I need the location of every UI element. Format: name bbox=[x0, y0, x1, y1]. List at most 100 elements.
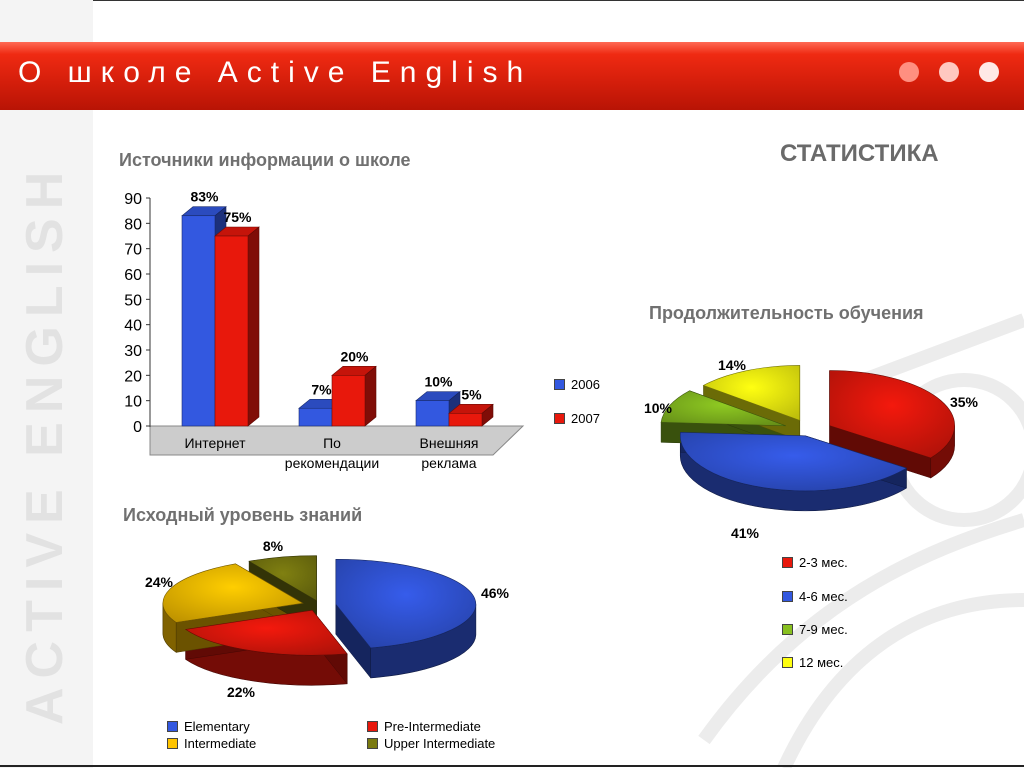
legend-swatch-2007 bbox=[554, 413, 565, 424]
legend-item-2007: 2007 bbox=[554, 411, 600, 426]
legend-swatch-2006 bbox=[554, 379, 565, 390]
legend-swatch-intermediate bbox=[167, 738, 178, 749]
duration-pie-title: Продолжительность обучения bbox=[649, 303, 924, 323]
bar-chart-legend: 2006 2007 bbox=[554, 377, 614, 432]
pie-value-label-4-6-мес: 41% bbox=[731, 525, 760, 541]
legend-swatch-elementary bbox=[167, 721, 178, 732]
legend-swatch-12-months bbox=[782, 657, 793, 668]
y-tick-label: 60 bbox=[124, 267, 142, 284]
pie-value-label-12-мес: 14% bbox=[718, 357, 747, 373]
banner-dot-1 bbox=[899, 62, 919, 82]
pie-value-label-intermediate: 24% bbox=[145, 574, 174, 590]
bar-по-рекомендации-2007 bbox=[331, 365, 377, 427]
bar-chart: 0 10 20 30 40 50 60 70 80 90 83%75% 7% 20% 10% 5% Инт… bbox=[124, 189, 525, 471]
banner-title: О школе Active English bbox=[18, 56, 533, 89]
bar-интернет-2007 bbox=[214, 226, 260, 427]
bar-front-face bbox=[181, 215, 216, 427]
x-category-label: По bbox=[323, 435, 341, 451]
bar-front-face bbox=[448, 413, 483, 427]
legend-swatch-pre-intermediate bbox=[367, 721, 378, 732]
banner-dot-3 bbox=[979, 62, 999, 82]
legend-label-2006: 2006 bbox=[571, 377, 600, 392]
y-tick-label: 0 bbox=[133, 419, 142, 436]
level-pie-chart: 46% 22% 24% 8% bbox=[145, 538, 510, 700]
legend-item-7-9-months: 7-9 мес. bbox=[782, 622, 848, 637]
legend-swatch-upper-intermediate bbox=[367, 738, 378, 749]
pie-value-label-elementary: 46% bbox=[481, 585, 510, 601]
bar-data-label: 83% bbox=[190, 189, 219, 205]
legend-label-12-months: 12 мес. bbox=[799, 655, 844, 670]
bar-внешняя-реклама-2007 bbox=[448, 403, 494, 427]
bar-chart-floor bbox=[149, 425, 525, 456]
bar-data-label: 7% bbox=[311, 381, 332, 397]
y-tick-label: 20 bbox=[124, 368, 142, 385]
legend-item-12-months: 12 мес. bbox=[782, 655, 843, 670]
bar-front-face bbox=[415, 400, 450, 427]
bar-data-label: 75% bbox=[223, 209, 252, 225]
legend-label-2-3-months: 2-3 мес. bbox=[799, 555, 848, 570]
bar-side-face bbox=[247, 226, 260, 427]
x-category-label: рекомендации bbox=[285, 455, 379, 471]
pie-value-label-2-3-мес: 35% bbox=[950, 394, 979, 410]
y-tick-label: 70 bbox=[124, 242, 142, 259]
pie-slice-2-3-мес bbox=[829, 370, 955, 459]
level-pie-legend: Elementary Pre-Intermediate Intermediate… bbox=[167, 719, 507, 755]
pie-slice-upper-intermediate bbox=[248, 555, 317, 602]
legend-label-intermediate: Intermediate bbox=[184, 736, 257, 751]
bar-front-face bbox=[298, 407, 333, 427]
pie-value-label-pre-intermediate: 22% bbox=[227, 684, 256, 700]
bar-front-face bbox=[331, 375, 366, 427]
legend-item-2006: 2006 bbox=[554, 377, 600, 392]
bar-chart-title: Источники информации о школе bbox=[119, 150, 411, 170]
pie-slice-4-6-мес bbox=[679, 432, 908, 492]
legend-swatch-4-6-months bbox=[782, 591, 793, 602]
sidebar: ACTIVE ENGLISH bbox=[0, 0, 93, 768]
y-tick-label: 80 bbox=[124, 216, 142, 233]
pie-labels: 46% 22% 24% 8% bbox=[145, 538, 510, 700]
x-category-label: реклама bbox=[421, 455, 476, 471]
pie-tops bbox=[660, 365, 955, 492]
sidebar-vertical-logo: ACTIVE ENGLISH bbox=[20, 163, 74, 725]
legend-item-intermediate: Intermediate bbox=[167, 736, 256, 751]
legend-label-7-9-months: 7-9 мес. bbox=[799, 622, 848, 637]
bottom-border bbox=[0, 765, 1024, 767]
legend-item-upper-intermediate: Upper Intermediate bbox=[367, 736, 495, 751]
y-tick-label: 30 bbox=[124, 343, 142, 360]
level-pie-title: Исходный уровень знаний bbox=[123, 505, 363, 525]
duration-pie-legend: 2-3 мес. 4-6 мес. 7-9 мес. 12 мес. bbox=[782, 555, 902, 675]
bar-data-label: 20% bbox=[340, 348, 369, 364]
y-tick-label: 90 bbox=[124, 191, 142, 208]
legend-label-4-6-months: 4-6 мес. bbox=[799, 589, 848, 604]
header-banner: О школе Active English bbox=[0, 42, 1024, 110]
page-title: СТАТИСТИКА bbox=[780, 140, 939, 167]
bar-front-face bbox=[214, 235, 249, 427]
pie-slice-12-мес bbox=[702, 365, 801, 421]
x-category-label: Интернет bbox=[184, 435, 246, 451]
top-border bbox=[0, 0, 1024, 1]
legend-item-pre-intermediate: Pre-Intermediate bbox=[367, 719, 481, 734]
legend-swatch-2-3-months bbox=[782, 557, 793, 568]
x-category-label: Внешняя bbox=[420, 435, 479, 451]
legend-item-2-3-months: 2-3 мес. bbox=[782, 555, 848, 570]
pie-labels: 35% 41% 10% 14% bbox=[644, 357, 979, 541]
pie-slice-pre-intermediate bbox=[184, 609, 348, 656]
duration-pie-chart: 35% 41% 10% 14% bbox=[644, 357, 979, 541]
bar-side-face bbox=[364, 365, 377, 427]
bar-data-label: 5% bbox=[461, 386, 482, 402]
banner-dot-2 bbox=[939, 62, 959, 82]
legend-label-2007: 2007 bbox=[571, 411, 600, 426]
y-tick-label: 50 bbox=[124, 292, 142, 309]
legend-item-elementary: Elementary bbox=[167, 719, 250, 734]
pie-slice-elementary bbox=[335, 559, 477, 649]
legend-label-pre-intermediate: Pre-Intermediate bbox=[384, 719, 481, 734]
y-tick-label: 40 bbox=[124, 318, 142, 335]
pie-slice-intermediate bbox=[162, 563, 304, 623]
pie-slice-7-9-мес bbox=[660, 390, 786, 427]
pie-tops bbox=[162, 555, 477, 656]
pie-value-label-upper-intermediate: 8% bbox=[263, 538, 284, 554]
legend-label-upper-intermediate: Upper Intermediate bbox=[384, 736, 496, 751]
sidebar-vertical-text: ACTIVE ENGLISH bbox=[20, 163, 74, 725]
legend-item-4-6-months: 4-6 мес. bbox=[782, 589, 848, 604]
bar-data-label: 10% bbox=[424, 374, 453, 390]
pie-value-label-7-9-мес: 10% bbox=[644, 400, 673, 416]
